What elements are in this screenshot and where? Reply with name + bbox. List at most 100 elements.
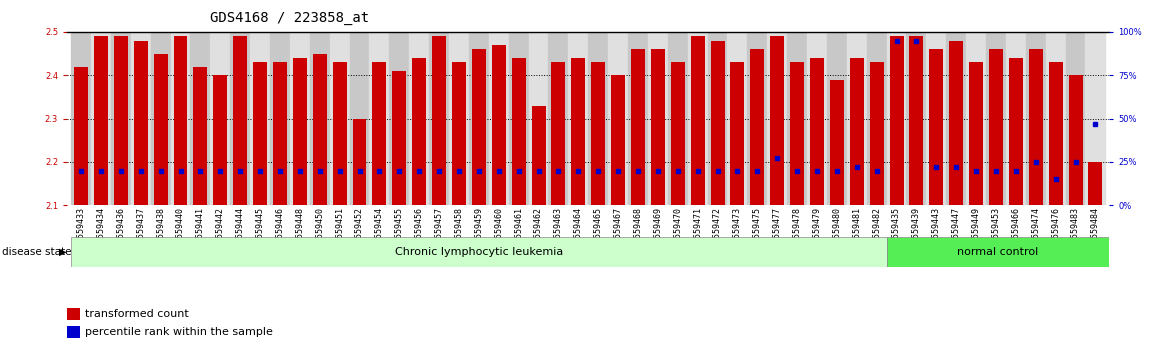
Bar	[270, 32, 290, 205]
Bar	[350, 32, 369, 205]
Bar	[131, 32, 151, 205]
Bar	[489, 32, 508, 205]
Bar	[170, 32, 190, 205]
Bar	[569, 32, 588, 205]
Bar	[293, 58, 307, 205]
Bar	[549, 32, 569, 205]
Bar	[1006, 32, 1026, 205]
Bar	[193, 67, 207, 205]
Bar	[631, 49, 645, 205]
Bar	[213, 75, 227, 205]
Bar	[668, 32, 688, 205]
Bar	[352, 119, 366, 205]
Bar	[313, 53, 327, 205]
Bar	[887, 32, 907, 205]
Bar	[830, 80, 844, 205]
Bar	[1046, 32, 1065, 205]
Bar	[151, 32, 170, 205]
Bar	[946, 32, 966, 205]
Bar	[846, 32, 866, 205]
Bar	[592, 62, 606, 205]
Bar	[750, 49, 764, 205]
Bar	[950, 41, 963, 205]
Bar	[528, 32, 549, 205]
Bar	[174, 36, 188, 205]
Bar	[91, 32, 111, 205]
Bar	[154, 53, 168, 205]
Text: GDS4168 / 223858_at: GDS4168 / 223858_at	[210, 11, 369, 25]
Bar	[332, 62, 346, 205]
Bar	[608, 32, 628, 205]
Bar	[907, 32, 926, 205]
Bar	[230, 32, 250, 205]
Bar	[1026, 32, 1046, 205]
Bar	[866, 32, 887, 205]
Bar	[588, 32, 608, 205]
Bar	[452, 62, 466, 205]
Bar	[469, 32, 489, 205]
Bar	[969, 62, 983, 205]
Bar	[1089, 162, 1102, 205]
Bar	[926, 32, 946, 205]
Bar	[190, 32, 211, 205]
Bar	[134, 41, 148, 205]
Bar	[74, 67, 88, 205]
Bar	[807, 32, 827, 205]
Text: percentile rank within the sample: percentile rank within the sample	[86, 327, 273, 337]
Bar	[727, 32, 747, 205]
Bar	[628, 32, 648, 205]
Bar	[1028, 49, 1042, 205]
Bar	[770, 36, 784, 205]
Bar	[330, 32, 350, 205]
Bar	[790, 62, 804, 205]
Bar	[870, 62, 884, 205]
Bar	[71, 32, 91, 205]
Bar	[747, 32, 768, 205]
Bar	[651, 49, 665, 205]
Bar	[1069, 75, 1083, 205]
Bar	[512, 58, 526, 205]
Bar	[571, 58, 585, 205]
Bar	[432, 36, 446, 205]
Bar	[670, 62, 684, 205]
Bar	[787, 32, 807, 205]
Bar	[711, 41, 725, 205]
Bar	[250, 32, 270, 205]
Bar	[472, 49, 486, 205]
Bar	[611, 75, 625, 205]
Bar	[731, 62, 745, 205]
Text: disease state: disease state	[2, 247, 72, 257]
Bar	[1085, 32, 1106, 205]
Bar	[811, 58, 824, 205]
Bar	[310, 32, 330, 205]
Bar	[71, 237, 887, 267]
Bar	[111, 32, 131, 205]
Bar	[768, 32, 787, 205]
Bar	[648, 32, 668, 205]
Bar	[688, 32, 708, 205]
Bar	[551, 62, 565, 205]
Bar	[430, 32, 449, 205]
Bar	[67, 308, 80, 320]
Bar	[708, 32, 727, 205]
Bar	[889, 36, 903, 205]
Bar	[1009, 58, 1023, 205]
Text: Chronic lymphocytic leukemia: Chronic lymphocytic leukemia	[395, 247, 563, 257]
Bar	[409, 32, 430, 205]
Bar	[987, 32, 1006, 205]
Bar	[412, 58, 426, 205]
Bar	[94, 36, 108, 205]
Bar	[966, 32, 987, 205]
Bar	[67, 326, 80, 338]
Bar	[1065, 32, 1085, 205]
Text: normal control: normal control	[958, 247, 1039, 257]
Bar	[532, 105, 545, 205]
Bar	[1049, 62, 1063, 205]
Text: ▶: ▶	[59, 247, 66, 257]
Bar	[930, 49, 944, 205]
Bar	[233, 36, 247, 205]
Bar	[827, 32, 846, 205]
Text: transformed count: transformed count	[86, 309, 189, 319]
Bar	[887, 237, 1109, 267]
Bar	[254, 62, 267, 205]
